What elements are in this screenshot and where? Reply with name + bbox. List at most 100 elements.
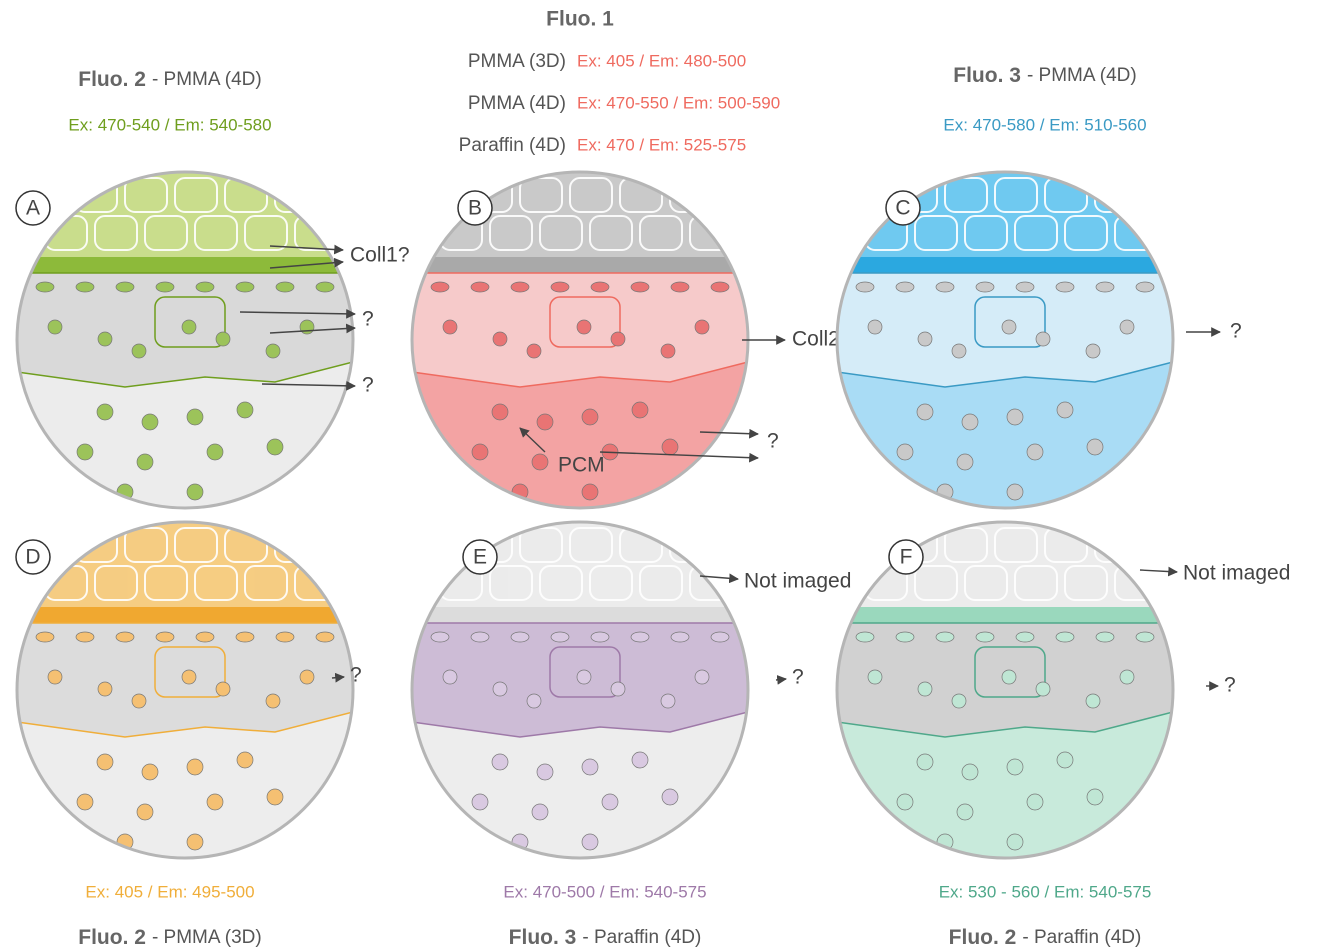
arrow	[699, 428, 759, 439]
cell	[492, 681, 508, 697]
cell	[470, 281, 490, 293]
surface-cell	[964, 565, 1008, 601]
cell	[1001, 319, 1017, 335]
cell	[299, 669, 315, 685]
cell	[1119, 669, 1135, 685]
medium: - Paraffin (4D)	[582, 927, 701, 948]
band	[17, 607, 353, 623]
surface-cell	[244, 215, 288, 251]
deep-cell	[96, 753, 114, 771]
annotation: Coll2	[792, 328, 840, 351]
cell	[131, 693, 147, 709]
deep-cell	[96, 403, 114, 421]
letter-circle	[457, 190, 493, 226]
medium-label: PMMA (4D)	[468, 93, 566, 114]
cell	[1085, 693, 1101, 709]
deep-cell	[531, 453, 549, 471]
deep-cell	[531, 803, 549, 821]
arrow	[239, 308, 356, 319]
cell	[492, 331, 508, 347]
deep-cell	[186, 408, 204, 426]
annotation: ?	[350, 664, 362, 687]
annotation: ?	[362, 374, 374, 397]
cell	[195, 631, 215, 643]
cell	[670, 631, 690, 643]
surface-cell	[539, 565, 583, 601]
deep-cell	[491, 403, 509, 421]
spectra: Ex: 530 - 560 / Em: 540-575	[939, 882, 1152, 901]
cell	[550, 281, 570, 293]
surface-cell	[344, 565, 353, 601]
nest	[154, 296, 226, 348]
tissue	[412, 522, 748, 858]
outline	[835, 520, 1175, 860]
surface-cell	[914, 215, 958, 251]
cell	[235, 281, 255, 293]
cell	[576, 319, 592, 335]
surface-cell	[844, 177, 888, 213]
cell	[181, 319, 197, 335]
deep-cell	[1026, 793, 1044, 811]
surface-cell	[639, 215, 683, 251]
nest	[974, 646, 1046, 698]
letter-circle	[885, 190, 921, 226]
cell	[975, 281, 995, 293]
cell	[1015, 631, 1035, 643]
cell	[265, 343, 281, 359]
surface-cell	[739, 215, 748, 251]
surface-cell	[124, 527, 168, 563]
cell	[265, 693, 281, 709]
deep-cell	[136, 453, 154, 471]
deep-cell	[536, 763, 554, 781]
annotation: ?	[792, 666, 804, 689]
cell	[526, 693, 542, 709]
spectra: Ex: 405 / Em: 495-500	[85, 882, 254, 901]
medium: - PMMA (3D)	[152, 927, 262, 948]
deep-cell	[1006, 408, 1024, 426]
surface-cell	[639, 565, 683, 601]
cell	[47, 319, 63, 335]
letter-circle	[462, 539, 498, 575]
cell	[660, 693, 676, 709]
surface-cell	[914, 565, 958, 601]
band	[412, 607, 748, 623]
surface-cell	[1144, 527, 1173, 563]
letter-circle	[15, 190, 51, 226]
panel-letter: E	[473, 546, 487, 569]
deep-cell	[136, 803, 154, 821]
cell	[1035, 331, 1051, 347]
cell	[1135, 281, 1155, 293]
cell	[610, 681, 626, 697]
fluo-name: Fluo. 3	[953, 64, 1021, 87]
panel-letter: B	[468, 197, 482, 220]
spectra-label: Ex: 470-550 / Em: 500-590	[577, 93, 780, 112]
deep-cell	[186, 833, 204, 851]
cell	[660, 343, 676, 359]
surface-cell	[944, 527, 988, 563]
surface-cell	[174, 527, 218, 563]
surface-cell	[324, 527, 353, 563]
surface-cell	[719, 527, 748, 563]
arrow	[331, 672, 345, 683]
cell	[131, 343, 147, 359]
surface-cell	[994, 527, 1038, 563]
annotation: PCM	[558, 454, 605, 477]
cell	[1119, 319, 1135, 335]
medium: - PMMA (4D)	[152, 69, 262, 90]
arrow	[1139, 566, 1178, 577]
tissue	[17, 522, 353, 858]
surface-cell	[1144, 177, 1173, 213]
surface-cell	[174, 177, 218, 213]
arrow	[261, 380, 356, 391]
tissue	[837, 522, 1173, 858]
surface-cell	[669, 177, 713, 213]
deep-cell	[186, 483, 204, 501]
surface-cell	[844, 527, 888, 563]
deep-cell	[141, 763, 159, 781]
deep-cell	[896, 443, 914, 461]
tissue	[837, 172, 1173, 508]
surface-cell	[324, 177, 353, 213]
surface-cell	[569, 527, 613, 563]
deep-cell	[266, 788, 284, 806]
